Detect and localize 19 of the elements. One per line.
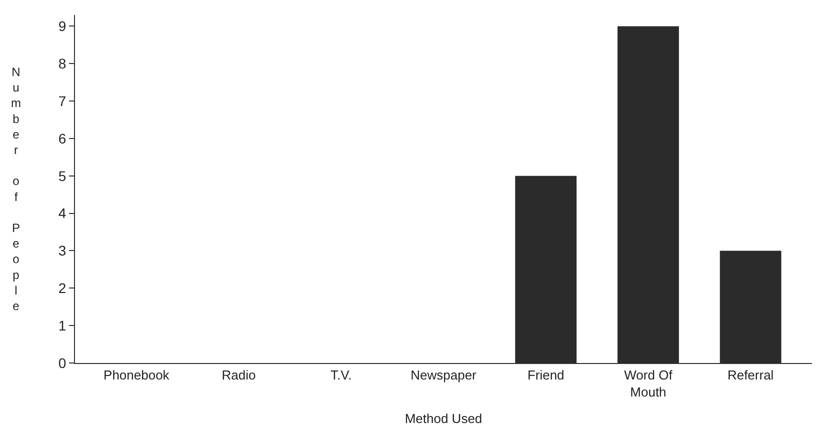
- y-tick-label: 5: [58, 168, 66, 184]
- x-axis-title: Method Used: [404, 411, 482, 426]
- x-tick-label: T.V.: [330, 368, 352, 383]
- y-tick-label: 0: [58, 354, 66, 371]
- x-tick-label: Newspaper: [410, 368, 478, 383]
- y-tick-label: 6: [58, 130, 66, 146]
- x-tick-label: Radio: [222, 368, 256, 383]
- y-tick-label: 8: [58, 56, 66, 72]
- x-tick-label: Referral: [727, 368, 774, 383]
- x-tick-label: Word Of Mouth: [624, 368, 673, 400]
- x-tick-label: Phonebook: [104, 368, 170, 383]
- x-tick-label: Friend: [527, 368, 564, 383]
- y-tick-label: 1: [58, 317, 66, 334]
- text: Number of People: [11, 65, 21, 313]
- y-tick-label: 2: [58, 280, 66, 296]
- y-tick-label: 3: [58, 242, 66, 259]
- y-tick-label: 7: [58, 92, 66, 109]
- y-tick-label: 4: [58, 205, 66, 222]
- y-tick-label: 9: [58, 18, 66, 34]
